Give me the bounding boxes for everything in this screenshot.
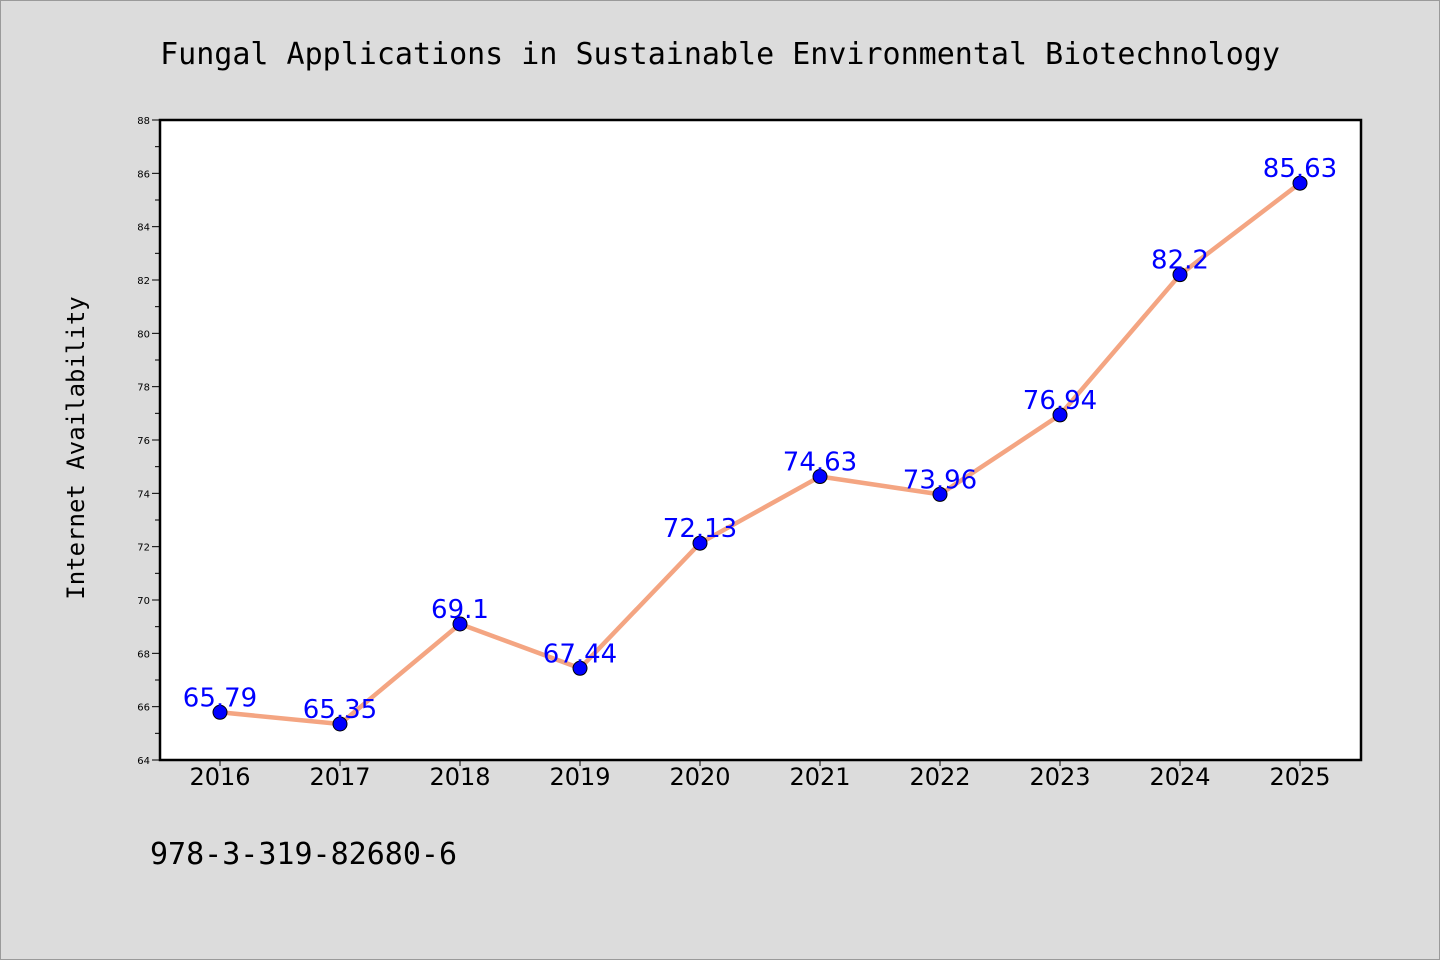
data-labels: 65.79 65.35 69.1 67.44 72.13 74.63 73.96 76.94 8… [183,154,1337,725]
data-point [932,486,948,502]
x-tick-label: 2025 [1269,763,1330,791]
x-tick-label: 2016 [189,763,250,791]
x-tick-label: 2018 [429,763,490,791]
data-point [1172,267,1188,283]
y-tick-label: 88 [137,116,150,127]
data-label: 85.63 [1263,154,1337,184]
x-tick-label: 2024 [1149,763,1210,791]
data-label: 65.79 [183,683,257,713]
data-point [1052,407,1068,423]
plot-area [158,118,1363,762]
x-tick-label: 2021 [789,763,850,791]
data-label: 69.1 [431,595,489,625]
y-tick-label: 72 [137,543,150,554]
caption: 978-3-319-82680-6 [150,837,457,872]
data-point [452,616,468,632]
data-point [692,535,708,551]
series-line-group [217,180,1303,727]
y-tick-label: 66 [137,703,150,714]
data-points [212,175,1308,732]
x-tick-label: 2019 [549,763,610,791]
data-point [812,469,828,485]
x-tick-label: 2017 [309,763,370,791]
data-label: 74.63 [783,448,857,478]
data-point [1292,175,1308,191]
y-tick-label: 74 [137,489,150,500]
data-label: 76.94 [1023,386,1097,416]
data-label: 67.44 [543,639,617,669]
y-tick-label: 86 [137,169,150,180]
y-tick-label: 78 [137,383,150,394]
y-axis-label: Internet Availability [62,296,90,599]
data-point [332,716,348,732]
x-tick-label: 2023 [1029,763,1090,791]
data-label: 65.35 [303,695,377,725]
y-tick-label: 84 [137,223,150,234]
data-point [572,660,588,676]
y-tick-label: 76 [137,436,150,447]
y-tick-label: 68 [137,649,150,660]
data-point [212,704,228,720]
series-line [217,180,1303,727]
x-axis: 2016 2017 2018 2019 2020 2021 2022 2023 2024 2025 [189,760,1331,791]
y-tick-label: 80 [137,329,150,340]
y-axis: 64 66 68 70 72 74 76 78 80 82 84 86 88 [137,116,160,767]
y-tick-label: 64 [137,756,150,767]
y-tick-label: 82 [137,276,150,287]
x-tick-label: 2022 [909,763,970,791]
data-label: 82.2 [1151,246,1209,276]
data-label: 72.13 [663,514,737,544]
data-label: 73.96 [903,465,977,495]
chart-title: Fungal Applications in Sustainable Envir… [160,37,1280,72]
x-tick-label: 2020 [669,763,730,791]
y-tick-label: 70 [137,596,150,607]
